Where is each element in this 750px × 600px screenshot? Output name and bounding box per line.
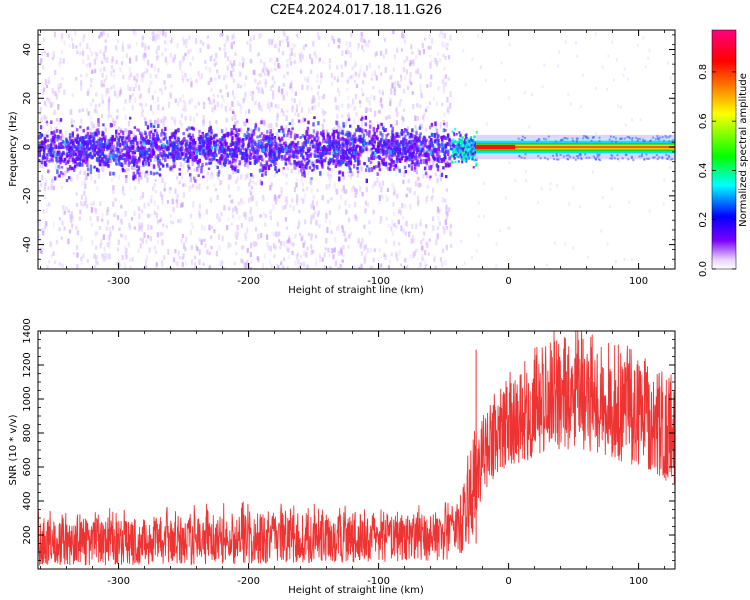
spectrogram-xlabel: Height of straight line (km) [288, 285, 424, 296]
spectrogram-ytick-label: 0 [22, 144, 33, 150]
snr-xtick-label: -200 [237, 576, 260, 587]
snr-chart: -300 -200 -100 0 100 200 400 600 800 1000 1200 1400… [8, 318, 676, 596]
colorbar-gradient [711, 29, 737, 270]
spectrogram-ytick-label: 40 [22, 43, 33, 56]
snr-ytick-label: 1200 [22, 352, 33, 377]
snr-ytick-label: 1400 [22, 318, 33, 343]
spectrogram-frame [37, 29, 676, 270]
spectrogram-xtick-label: -300 [107, 276, 130, 287]
snr-ylabel: SNR (10 * v/v) [8, 414, 19, 485]
spectrogram-core-band [38, 111, 453, 186]
colorbar-ticks: 0.0 0.2 0.4 0.6 0.8 [698, 64, 736, 277]
spectrogram-carrier-band [476, 134, 675, 162]
snr-ytick-label: 400 [22, 491, 33, 510]
colorbar-tick-label: 0.6 [698, 113, 709, 129]
colorbar-tick-label: 0.0 [698, 261, 709, 277]
spectrogram-xtick-label: -200 [237, 276, 260, 287]
snr-series-line [38, 331, 675, 566]
spectrogram-plot-area [38, 30, 675, 269]
spectrogram-xtick-label: -100 [367, 276, 390, 287]
spectrogram-ytick-label: -40 [22, 236, 33, 252]
snr-xlabel: Height of straight line (km) [288, 585, 424, 596]
snr-xtick-label: -100 [367, 576, 390, 587]
spectrogram-ytick-label: -20 [22, 188, 33, 204]
spectrogram-ytick-label: 20 [22, 92, 33, 105]
snr-xtick-label: 0 [505, 576, 511, 587]
colorbar: 0.0 0.2 0.4 0.6 0.8 Normalized spectral ampl… [698, 29, 749, 277]
colorbar-tick-label: 0.4 [698, 162, 709, 178]
colorbar-tick-label: 0.2 [698, 212, 709, 228]
spectrogram-transition [450, 127, 478, 169]
snr-xtick-label: 100 [629, 576, 648, 587]
snr-plot-area [38, 331, 675, 566]
colorbar-label: Normalized spectral amplitude [738, 73, 749, 227]
figure-title: C2E4.2024.017.18.11.G26 [270, 3, 442, 18]
spectrogram-xtick-label: 100 [629, 276, 648, 287]
spectrogram-ylabel: Frequency (Hz) [8, 111, 19, 187]
snr-xtick-label: -300 [107, 576, 130, 587]
snr-ytick-label: 1000 [22, 386, 33, 411]
snr-ytick-label: 800 [22, 423, 33, 442]
spectrogram-xtick-label: 0 [505, 276, 511, 287]
colorbar-tick-label: 0.8 [698, 64, 709, 80]
snr-ticks: -300 -200 -100 0 100 200 400 600 800 1000 1200 1400 [22, 318, 675, 587]
snr-ytick-label: 200 [22, 525, 33, 544]
snr-ytick-label: 600 [22, 457, 33, 476]
